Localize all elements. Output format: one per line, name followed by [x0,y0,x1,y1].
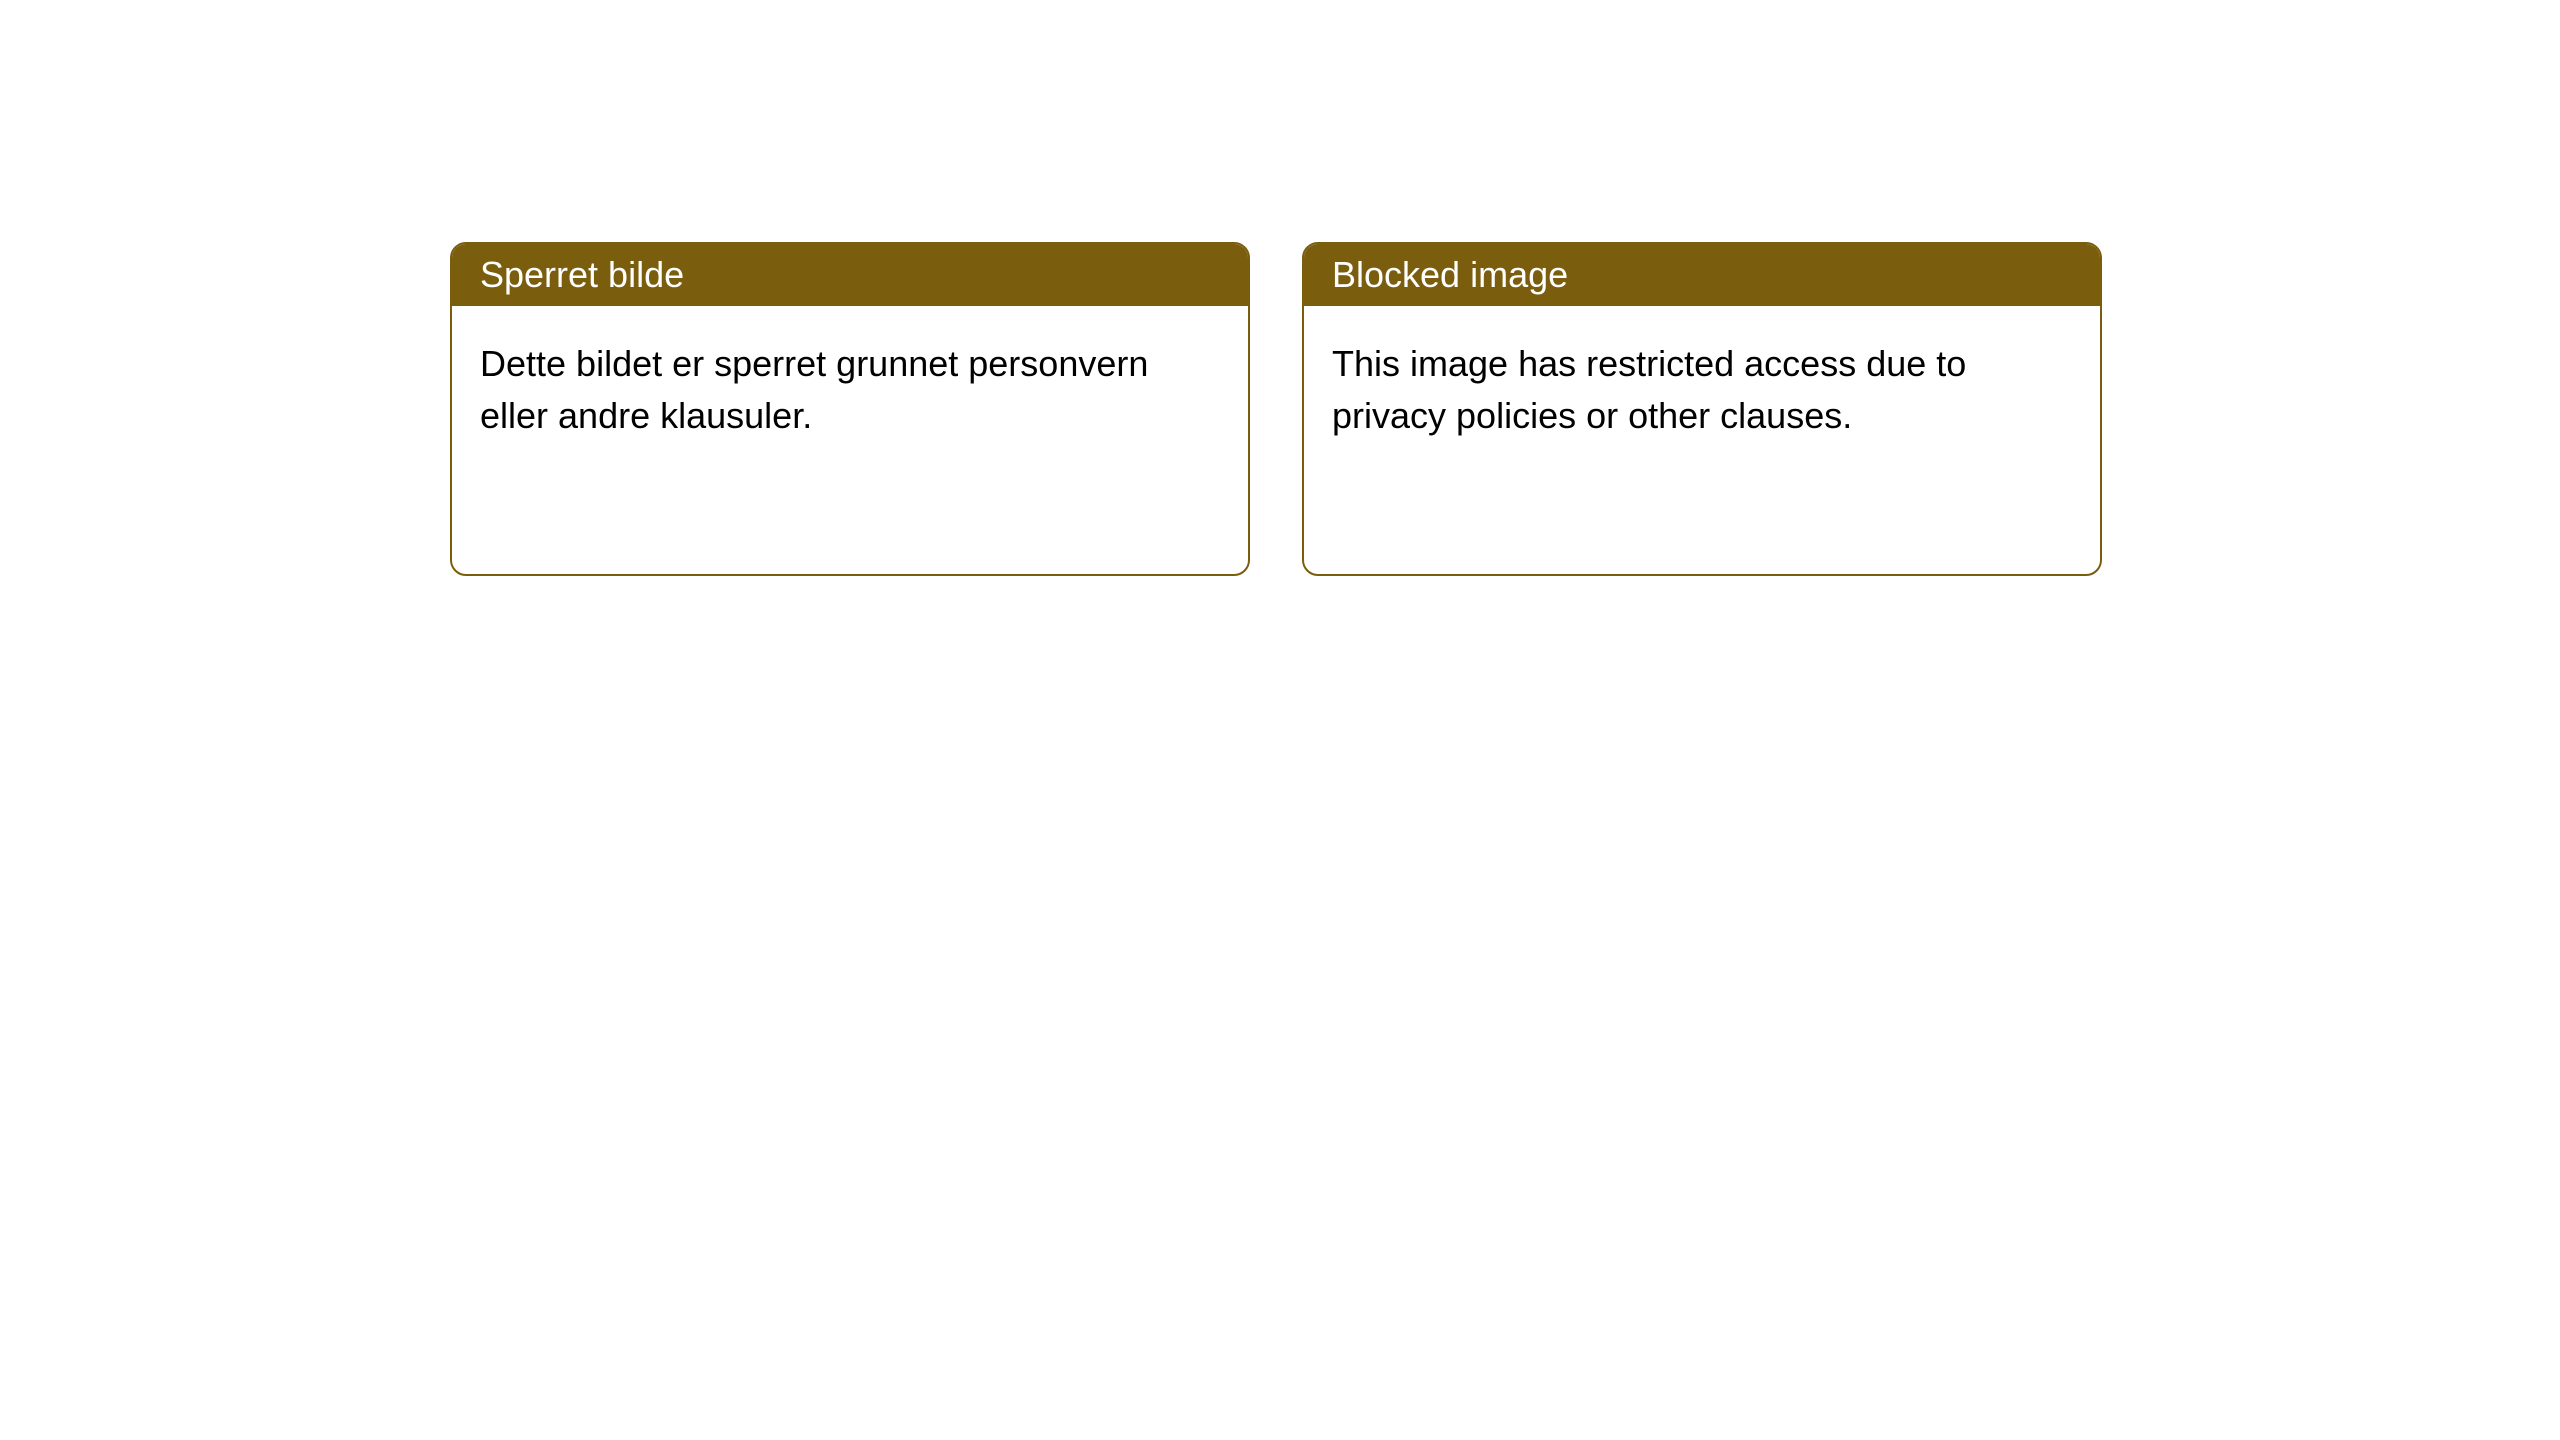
card-header: Sperret bilde [452,244,1248,306]
card-title: Sperret bilde [480,254,684,295]
card-body-text: This image has restricted access due to … [1332,343,1966,436]
card-header: Blocked image [1304,244,2100,306]
notice-card-norwegian: Sperret bilde Dette bildet er sperret gr… [450,242,1250,576]
card-body-text: Dette bildet er sperret grunnet personve… [480,343,1148,436]
card-title: Blocked image [1332,254,1568,295]
notice-container: Sperret bilde Dette bildet er sperret gr… [0,0,2560,576]
card-body: Dette bildet er sperret grunnet personve… [452,306,1248,574]
card-body: This image has restricted access due to … [1304,306,2100,574]
notice-card-english: Blocked image This image has restricted … [1302,242,2102,576]
